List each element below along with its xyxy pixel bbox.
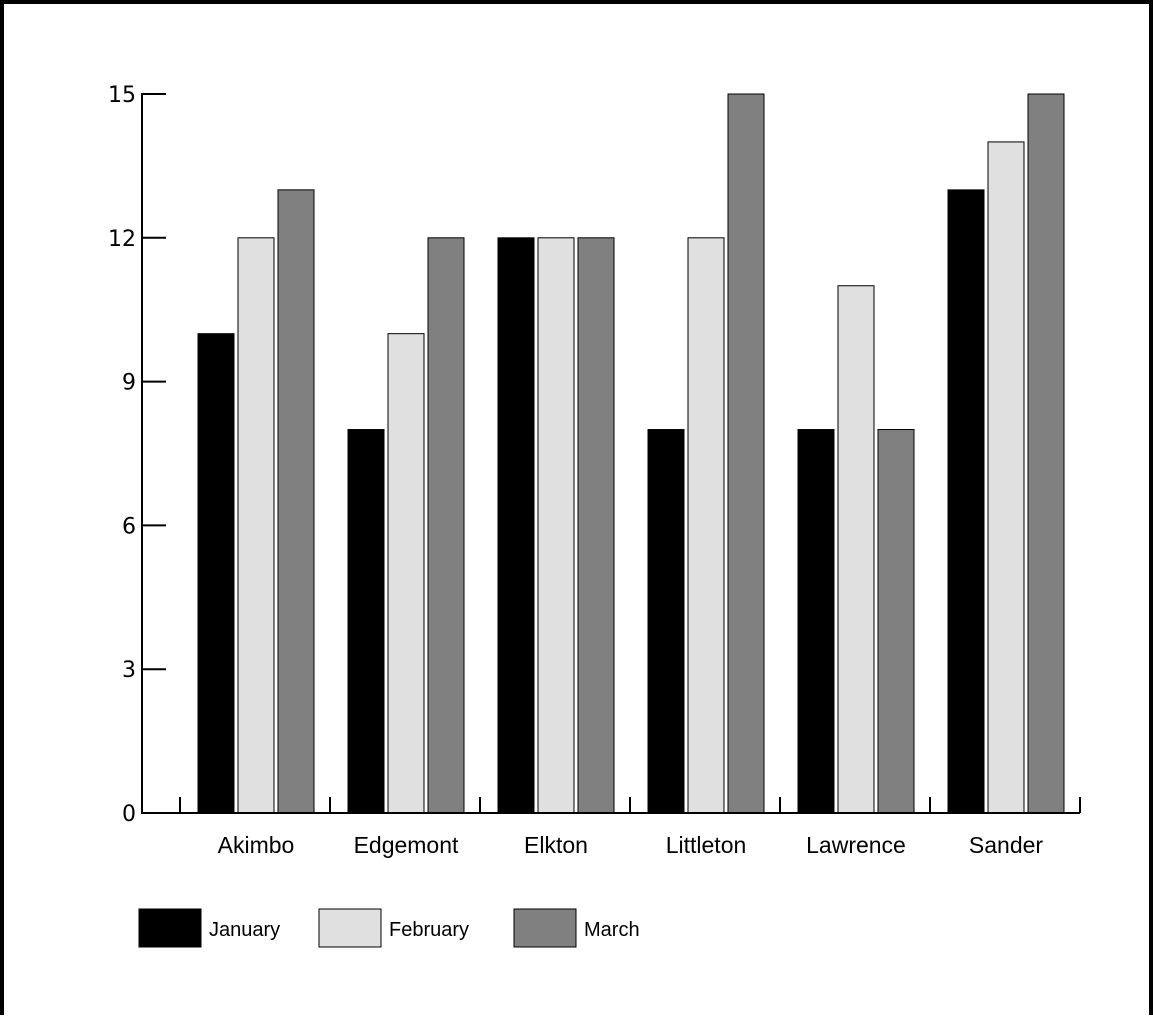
x-tick-label-elkton: Elkton (524, 832, 588, 858)
bar-chart: 0 3 6 9 12 15 Akimbo Edgemont Elkton Littleton Law… (108, 83, 1081, 948)
legend-label-january: January (209, 919, 280, 941)
bar-elkton-february (537, 237, 575, 814)
bar-elkton-january (497, 237, 535, 814)
x-tick-label-sander: Sander (969, 832, 1044, 858)
bar-littleton-january (647, 429, 685, 814)
bar-sander-january (947, 189, 985, 814)
x-tick-label-edgemont: Edgemont (354, 832, 459, 858)
bar-lawrence-january (797, 429, 835, 814)
legend-swatch-january (138, 908, 202, 948)
y-tick-label: 0 (122, 802, 136, 827)
legend-swatch-march (513, 908, 577, 948)
bar-littleton-march (727, 93, 765, 814)
bar-sander-february (987, 141, 1025, 814)
bar-elkton-march (577, 237, 615, 814)
bar-edgemont-january (347, 429, 385, 814)
bar-akimbo-march (277, 189, 315, 814)
legend-label-february: February (389, 919, 469, 941)
legend-label-march: March (584, 919, 640, 941)
y-tick-label: 12 (108, 227, 136, 252)
y-tick-label: 9 (122, 371, 136, 396)
x-tick-label-lawrence: Lawrence (806, 832, 906, 858)
bars-layer (197, 93, 1065, 814)
axes-layer (141, 93, 1081, 814)
bar-littleton-february (687, 237, 725, 814)
y-tick-label: 6 (122, 514, 136, 539)
bar-edgemont-march (427, 237, 465, 814)
x-tick-label-littleton: Littleton (666, 832, 747, 858)
bar-lawrence-february (837, 285, 875, 814)
y-tick-label: 15 (108, 83, 136, 108)
y-tick-label: 3 (122, 658, 136, 683)
x-tick-label-akimbo: Akimbo (218, 832, 295, 858)
bar-lawrence-march (877, 429, 915, 814)
bar-edgemont-february (387, 333, 425, 814)
legend: January February March (138, 908, 640, 948)
bar-sander-march (1027, 93, 1065, 814)
bar-akimbo-january (197, 333, 235, 814)
legend-swatch-february (318, 908, 382, 948)
labels-layer: 0 3 6 9 12 15 Akimbo Edgemont Elkton Littleton Law… (108, 83, 1043, 858)
bar-akimbo-february (237, 237, 275, 814)
